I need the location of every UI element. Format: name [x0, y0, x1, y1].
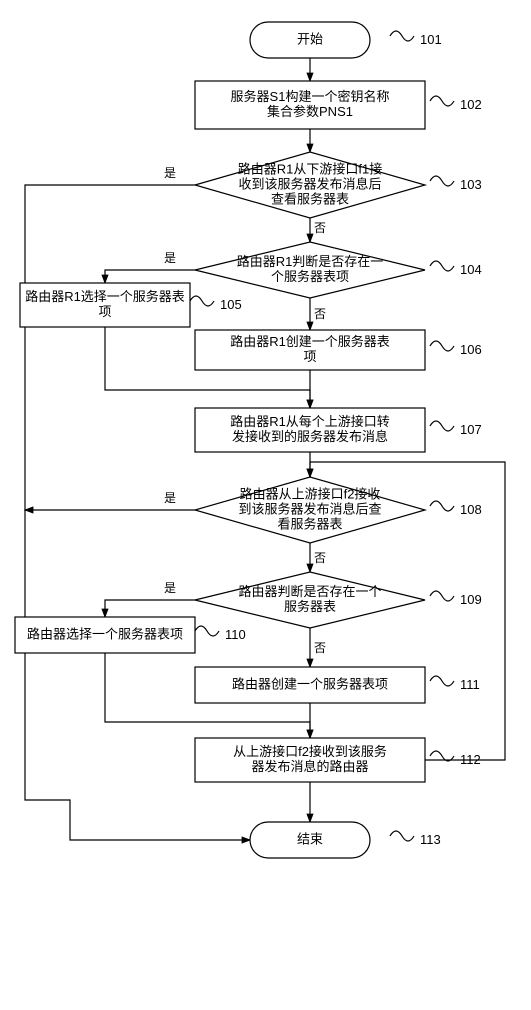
edge-label: 否	[314, 307, 326, 321]
svg-text:项: 项	[303, 349, 316, 364]
edge-label: 是	[164, 581, 176, 595]
svg-text:路由器选择一个服务器表项: 路由器选择一个服务器表项	[27, 626, 183, 641]
svg-text:路由器创建一个服务器表项: 路由器创建一个服务器表项	[232, 676, 388, 691]
edge-label: 是	[164, 491, 176, 505]
step-number: 104	[460, 262, 482, 277]
edge-label: 是	[164, 166, 176, 180]
step-number: 102	[460, 97, 482, 112]
svg-text:服务器S1构建一个密钥名称: 服务器S1构建一个密钥名称	[231, 89, 390, 104]
svg-text:从上游接口f2接收到该服务: 从上游接口f2接收到该服务	[233, 744, 387, 759]
edge	[105, 600, 195, 617]
svg-text:器发布消息的路由器: 器发布消息的路由器	[251, 759, 368, 774]
svg-text:路由器R1从下游接口f1接: 路由器R1从下游接口f1接	[238, 161, 382, 176]
svg-text:到该服务器发布消息后查: 到该服务器发布消息后查	[238, 501, 381, 516]
svg-text:项: 项	[98, 304, 111, 319]
edge-label: 否	[314, 551, 326, 565]
edge-label: 否	[314, 641, 326, 655]
step-number: 109	[460, 592, 482, 607]
edge-label: 是	[164, 251, 176, 265]
step-number: 113	[420, 832, 441, 847]
svg-text:路由器从上游接口f2接收: 路由器从上游接口f2接收	[240, 486, 381, 501]
svg-text:集合参数PNS1: 集合参数PNS1	[267, 104, 353, 119]
svg-text:路由器R1创建一个服务器表: 路由器R1创建一个服务器表	[230, 334, 390, 349]
svg-text:看服务器表: 看服务器表	[277, 516, 342, 531]
svg-text:路由器R1判断是否存在一: 路由器R1判断是否存在一	[237, 254, 384, 269]
step-number: 105	[220, 297, 242, 312]
edge-label: 否	[314, 221, 326, 235]
edge	[105, 270, 195, 283]
flowchart-canvas: 否否否否是是是是开始结束101服务器S1构建一个密钥名称集合参数PNS1102路…	[10, 10, 531, 1010]
svg-text:路由器判断是否存在一个: 路由器判断是否存在一个	[238, 584, 381, 599]
svg-text:个服务器表项: 个服务器表项	[271, 269, 349, 284]
step-number: 112	[460, 752, 481, 767]
step-number: 110	[225, 627, 246, 642]
svg-text:路由器R1从每个上游接口转: 路由器R1从每个上游接口转	[230, 414, 390, 429]
node-n101: 开始	[250, 22, 370, 58]
step-number: 111	[460, 677, 480, 692]
step-number: 103	[460, 177, 482, 192]
svg-text:查看服务器表: 查看服务器表	[271, 191, 349, 206]
svg-text:收到该服务器发布消息后: 收到该服务器发布消息后	[238, 176, 381, 191]
step-number: 101	[420, 32, 442, 47]
step-number: 108	[460, 502, 482, 517]
node-n113: 结束	[250, 822, 370, 858]
svg-text:结束: 结束	[297, 831, 323, 846]
svg-text:服务器表: 服务器表	[284, 599, 336, 614]
svg-text:路由器R1选择一个服务器表: 路由器R1选择一个服务器表	[25, 289, 185, 304]
step-number: 107	[460, 422, 482, 437]
svg-text:开始: 开始	[297, 31, 323, 46]
step-number: 106	[460, 342, 482, 357]
svg-text:发接收到的服务器发布消息: 发接收到的服务器发布消息	[232, 429, 388, 444]
